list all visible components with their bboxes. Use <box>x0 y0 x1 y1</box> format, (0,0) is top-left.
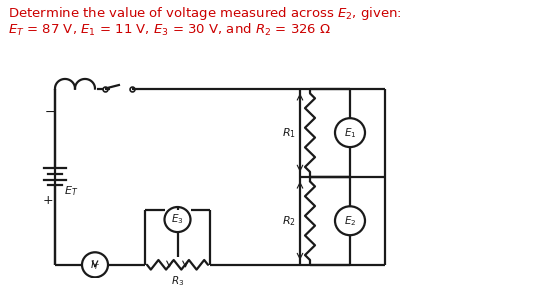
Text: $E_2$: $E_2$ <box>344 214 356 228</box>
Text: $E_3$: $E_3$ <box>171 213 184 227</box>
Text: $E_T$: $E_T$ <box>64 184 78 198</box>
Text: −: − <box>45 106 55 119</box>
Text: $R_2$: $R_2$ <box>282 214 296 228</box>
Text: $R_3$: $R_3$ <box>171 275 184 288</box>
Text: $R_1$: $R_1$ <box>282 126 296 140</box>
Text: $I_T$: $I_T$ <box>90 258 100 272</box>
Text: $E_1$: $E_1$ <box>344 126 356 140</box>
Text: $E_T$ = 87 V, $E_1$ = 11 V, $E_3$ = 30 V, and $R_2$ = 326 Ω: $E_T$ = 87 V, $E_1$ = 11 V, $E_3$ = 30 V… <box>8 22 331 38</box>
Text: +: + <box>43 194 54 207</box>
Text: Determine the value of voltage measured across $E_{2}$, given:: Determine the value of voltage measured … <box>8 5 402 22</box>
